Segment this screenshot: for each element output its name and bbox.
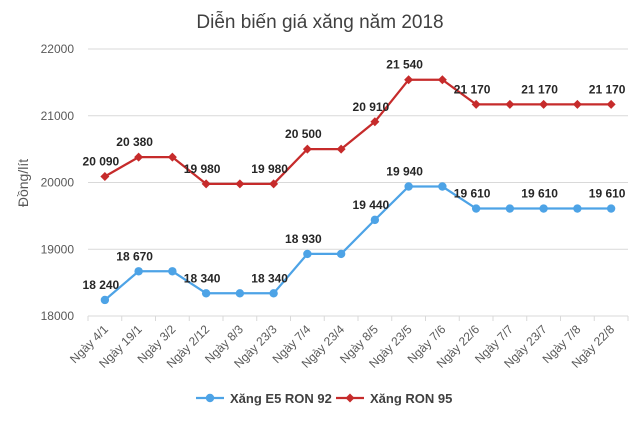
legend-marker	[345, 393, 355, 403]
data-point	[235, 179, 245, 189]
legend: Xăng E5 RON 92 Xăng RON 95	[196, 391, 452, 406]
y-tick-label: 19000	[41, 242, 75, 256]
data-point	[572, 99, 582, 109]
y-tick-label: 21000	[41, 109, 75, 123]
data-label: 21 170	[589, 82, 626, 96]
series-line	[104, 185, 612, 301]
data-point	[269, 179, 279, 189]
data-label: 19 980	[184, 162, 221, 176]
data-point	[471, 204, 481, 213]
data-point	[539, 99, 549, 109]
data-label: 19 940	[386, 165, 423, 179]
data-point	[437, 75, 447, 85]
chart-title: Diễn biến giá xăng năm 2018	[196, 11, 443, 33]
data-point	[100, 295, 110, 305]
data-point	[134, 267, 143, 276]
data-point	[505, 204, 515, 213]
data-point	[370, 117, 380, 127]
data-label: 18 340	[184, 271, 221, 285]
data-label: 18 930	[285, 232, 322, 246]
data-label: 20 500	[285, 127, 322, 141]
data-label: 19 440	[353, 198, 390, 212]
data-point	[573, 204, 582, 213]
data-label: 21 170	[454, 82, 491, 96]
data-label: 19 980	[251, 162, 288, 176]
data-point	[606, 204, 616, 213]
data-point	[370, 215, 380, 225]
data-point	[336, 144, 346, 154]
legend-label: Xăng E5 RON 92	[230, 391, 332, 406]
data-point	[134, 152, 144, 162]
data-point	[471, 99, 481, 109]
y-tick-label: 18000	[41, 309, 75, 323]
data-point	[336, 249, 346, 259]
data-point	[539, 204, 548, 213]
data-point	[201, 289, 211, 298]
data-label: 19 610	[521, 187, 558, 201]
data-point	[438, 182, 447, 191]
y-axis-label: Đồng/lít	[15, 159, 31, 207]
data-label: 20 380	[116, 135, 153, 149]
data-point	[606, 99, 616, 109]
data-label: 21 540	[386, 58, 423, 72]
data-labels: 18 240 18 670 18 340 18 340 18 930 19 440 19 9…	[83, 58, 626, 292]
data-point	[505, 99, 515, 109]
data-label: 18 340	[251, 271, 288, 285]
y-tick-label: 20000	[41, 176, 75, 190]
data-point	[404, 75, 414, 85]
data-point	[303, 249, 312, 259]
y-axis-ticks: 18000 19000 20000 21000 22000	[41, 42, 75, 323]
data-point	[167, 152, 177, 162]
legend-marker	[205, 393, 215, 403]
data-point	[235, 289, 245, 298]
data-label: 19 610	[454, 187, 491, 201]
data-point	[269, 289, 278, 298]
legend-label: Xăng RON 95	[370, 391, 452, 406]
data-point	[404, 182, 413, 191]
data-label: 18 670	[116, 249, 153, 263]
data-label: 18 240	[83, 278, 120, 292]
series-line	[104, 78, 612, 185]
data-label: 20 090	[83, 154, 120, 168]
series-group	[100, 75, 616, 305]
data-label: 20 910	[353, 100, 390, 114]
data-label: 19 610	[589, 187, 626, 201]
data-label: 21 170	[521, 82, 558, 96]
data-point	[168, 267, 177, 276]
data-point	[100, 171, 110, 181]
y-tick-label: 22000	[41, 42, 75, 56]
data-point	[201, 179, 211, 189]
data-point	[302, 144, 312, 154]
